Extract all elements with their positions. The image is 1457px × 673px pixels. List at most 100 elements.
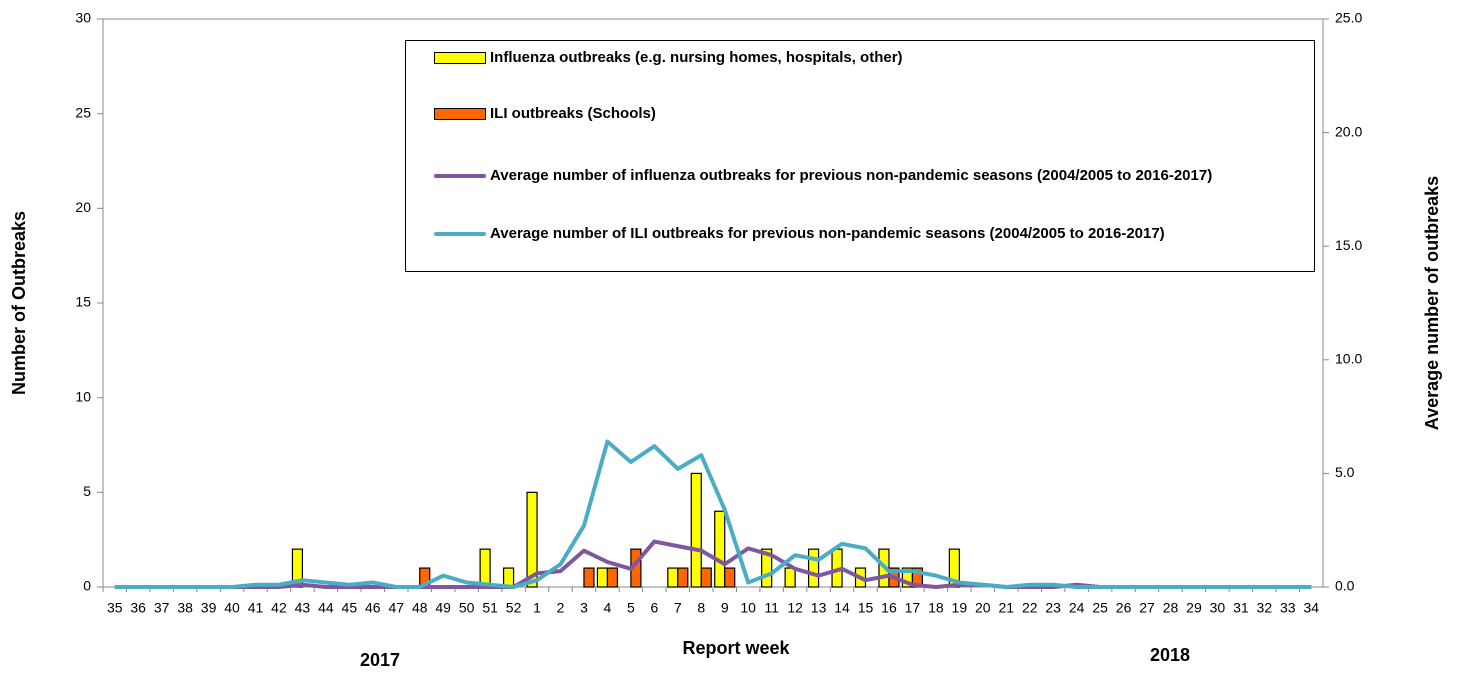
x-tick-label: 13	[811, 600, 827, 616]
bar	[596, 567, 609, 588]
bar	[784, 567, 796, 588]
x-tick-label: 32	[1257, 600, 1273, 616]
legend-item: ILI outbreaks (Schools)	[434, 105, 1294, 122]
x-tick-label: 11	[764, 600, 779, 616]
x-tick-label: 8	[697, 600, 705, 616]
legend-swatch	[434, 108, 486, 120]
x-tick-label: 5	[627, 600, 635, 616]
x-tick-label: 17	[905, 600, 921, 616]
y-tick-label: 20	[75, 199, 91, 215]
x-tick-label: 3	[580, 600, 588, 616]
x-tick-label: 29	[1186, 600, 1202, 616]
x-tick-label: 37	[154, 600, 170, 616]
x-tick-label: 43	[295, 600, 311, 616]
bar	[690, 472, 702, 588]
bar	[667, 567, 679, 588]
x-tick-label: 9	[721, 600, 729, 616]
x-tick-label: 47	[388, 600, 404, 616]
legend-swatch	[434, 170, 486, 182]
bar	[677, 567, 689, 588]
y2-tick-label: 10.0	[1335, 351, 1362, 367]
x-tick-label: 44	[318, 600, 334, 616]
legend-swatch	[434, 228, 486, 240]
x-tick-label: 16	[881, 600, 897, 616]
x-tick-label: 33	[1280, 600, 1296, 616]
legend-swatch	[434, 52, 486, 64]
x-tick-label: 22	[1022, 600, 1038, 616]
y-tick-label: 25	[75, 104, 91, 120]
x-tick-label: 6	[650, 600, 658, 616]
x-tick-label: 35	[107, 600, 123, 616]
x-tick-label: 30	[1210, 600, 1226, 616]
x-tick-label: 21	[998, 600, 1014, 616]
y2-tick-label: 0.0	[1335, 578, 1355, 594]
x-tick-label: 12	[787, 600, 803, 616]
y-tick-label: 10	[75, 388, 91, 404]
swatch-line	[434, 232, 486, 236]
bar	[807, 548, 820, 588]
y2-tick-label: 25.0	[1335, 10, 1362, 26]
x-tick-label: 1	[533, 600, 541, 616]
year-label: 2017	[360, 650, 400, 670]
bar	[761, 548, 773, 588]
x-axis-label: Report week	[682, 638, 790, 658]
y-tick-label: 15	[75, 294, 91, 310]
x-tick-label: 23	[1045, 600, 1061, 616]
legend-item: Average number of influenza outbreaks fo…	[434, 167, 1294, 184]
x-tick-label: 39	[201, 600, 217, 616]
legend-item: Influenza outbreaks (e.g. nursing homes,…	[434, 49, 1294, 66]
x-tick-label: 14	[834, 600, 850, 616]
legend-label: Influenza outbreaks (e.g. nursing homes,…	[490, 49, 903, 66]
bar	[606, 567, 619, 588]
bar	[583, 567, 595, 588]
x-tick-label: 31	[1233, 600, 1249, 616]
x-tick-label: 52	[506, 600, 522, 616]
x-tick-label: 41	[248, 600, 264, 616]
x-tick-label: 50	[459, 600, 475, 616]
x-tick-label: 4	[604, 600, 612, 616]
x-tick-label: 2	[557, 600, 565, 616]
x-tick-label: 28	[1163, 600, 1179, 616]
legend-label: ILI outbreaks (Schools)	[490, 105, 656, 122]
bar	[479, 548, 491, 588]
x-tick-label: 26	[1116, 600, 1132, 616]
x-tick-label: 38	[177, 600, 193, 616]
legend-item: Average number of ILI outbreaks for prev…	[434, 225, 1294, 242]
x-tick-label: 19	[952, 600, 968, 616]
swatch-line	[434, 174, 486, 178]
legend-label: Average number of influenza outbreaks fo…	[490, 167, 1213, 184]
y-tick-label: 30	[75, 10, 91, 26]
x-tick-label: 42	[271, 600, 287, 616]
x-tick-label: 46	[365, 600, 381, 616]
x-tick-label: 49	[435, 600, 451, 616]
bar	[700, 567, 712, 588]
legend: Influenza outbreaks (e.g. nursing homes,…	[405, 40, 1315, 272]
x-tick-label: 36	[130, 600, 146, 616]
bar	[724, 567, 736, 588]
bar	[502, 567, 515, 588]
x-tick-label: 20	[975, 600, 991, 616]
x-tick-label: 48	[412, 600, 428, 616]
x-tick-label: 27	[1139, 600, 1155, 616]
y-axis-label: Number of Outbreaks	[9, 211, 29, 395]
x-tick-label: 40	[224, 600, 240, 616]
bar	[714, 510, 726, 588]
x-tick-label: 25	[1092, 600, 1108, 616]
line	[114, 439, 1312, 589]
x-tick-label: 15	[858, 600, 874, 616]
x-tick-label: 18	[928, 600, 944, 616]
bar	[526, 491, 538, 588]
x-tick-label: 7	[674, 600, 682, 616]
x-tick-label: 34	[1303, 600, 1319, 616]
y2-axis-label: Average number of outbreaks	[1422, 176, 1442, 430]
y-tick-label: 5	[83, 483, 91, 499]
y2-tick-label: 15.0	[1335, 237, 1362, 253]
x-tick-label: 45	[342, 600, 358, 616]
x-tick-label: 51	[482, 600, 498, 616]
y2-tick-label: 5.0	[1335, 464, 1355, 480]
legend-label: Average number of ILI outbreaks for prev…	[490, 225, 1165, 242]
y2-tick-label: 20.0	[1335, 123, 1362, 139]
year-label: 2018	[1150, 645, 1190, 665]
